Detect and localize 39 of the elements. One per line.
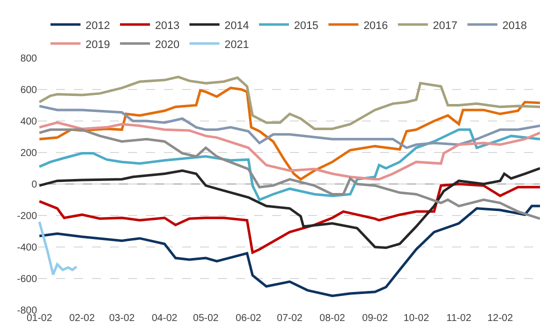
legend-label: 2017 [432,20,458,32]
x-tick-label: 12-02 [487,313,514,324]
x-tick-label: 11-02 [446,313,472,324]
x-tick-label: 03-02 [109,313,136,324]
line-series [38,182,540,254]
x-tick-label: 05-02 [193,313,220,324]
x-tick-label: 04-02 [152,313,178,324]
legend-label: 2019 [86,38,110,51]
y-tick-label: -400 [16,242,38,254]
line-series [38,128,540,220]
y-tick-label: 0 [31,180,38,190]
y-tick-label: 200 [20,148,38,159]
x-tick-label: 02-02 [69,313,96,324]
y-tick-label: 600 [20,85,38,96]
line-series [38,167,540,250]
line-series [38,121,540,181]
line-series [38,204,540,298]
legend-label: 2015 [294,20,318,32]
legend-label: 2018 [502,20,527,32]
legend-label: 2021 [224,38,249,51]
x-tick-label: 06-02 [236,313,262,324]
x-tick-label: 10-02 [403,313,430,324]
legend-label: 2020 [154,38,180,51]
line-series [38,104,540,150]
legend-label: 2012 [86,20,110,32]
x-tick-label: 09-02 [362,313,388,324]
line-series [38,86,540,181]
y-tick-label: 400 [20,116,38,128]
y-tick-label: -200 [16,211,38,222]
x-tick-label: 01-02 [26,313,53,324]
x-tick-label: 08-02 [320,313,346,324]
y-tick-label: 800 [20,54,38,64]
line-series [38,76,540,130]
line-series [38,220,78,276]
legend-label: 2013 [154,20,180,32]
y-tick-label: -600 [16,274,38,285]
legend-label: 2016 [363,20,388,32]
x-tick-label: 07-02 [276,313,303,324]
legend-label: 2014 [224,20,249,32]
